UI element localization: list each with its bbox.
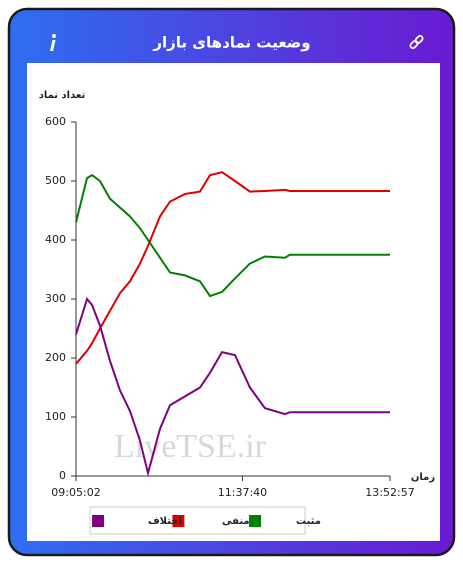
y-tick-label: 200 <box>45 351 66 364</box>
series-line <box>75 173 390 298</box>
series-line <box>75 296 390 478</box>
legend-label: منفی <box>222 516 250 527</box>
legend-label: اختلاف <box>148 516 182 527</box>
x-tick-label: 09:05:02 <box>51 486 100 499</box>
panel <box>27 63 440 541</box>
y-tick-label: 500 <box>45 174 66 187</box>
legend-label: مثبت <box>296 516 321 527</box>
watermark: LiveTSE.ir <box>114 428 267 465</box>
chart-title: وضعیت نمادهای بازار <box>152 34 310 52</box>
y-tick-label: 400 <box>45 233 66 246</box>
y-tick-label: 600 <box>45 115 66 128</box>
series-line <box>75 171 390 365</box>
legend-swatch <box>92 515 105 527</box>
x-axis-label: زمان <box>411 472 435 483</box>
link-icon[interactable] <box>409 35 424 49</box>
y-tick-label: 0 <box>59 469 66 482</box>
legend-box <box>89 506 306 535</box>
x-tick-label: 11:37:40 <box>218 486 267 499</box>
legend-swatch <box>249 515 262 527</box>
legend-swatch <box>172 515 185 527</box>
y-tick-label: 100 <box>45 410 66 423</box>
y-axis-label: تعداد نماد <box>39 90 86 101</box>
x-tick-label: 13:52:57 <box>365 486 414 499</box>
y-tick-label: 300 <box>45 292 66 305</box>
info-icon[interactable] <box>50 34 56 51</box>
